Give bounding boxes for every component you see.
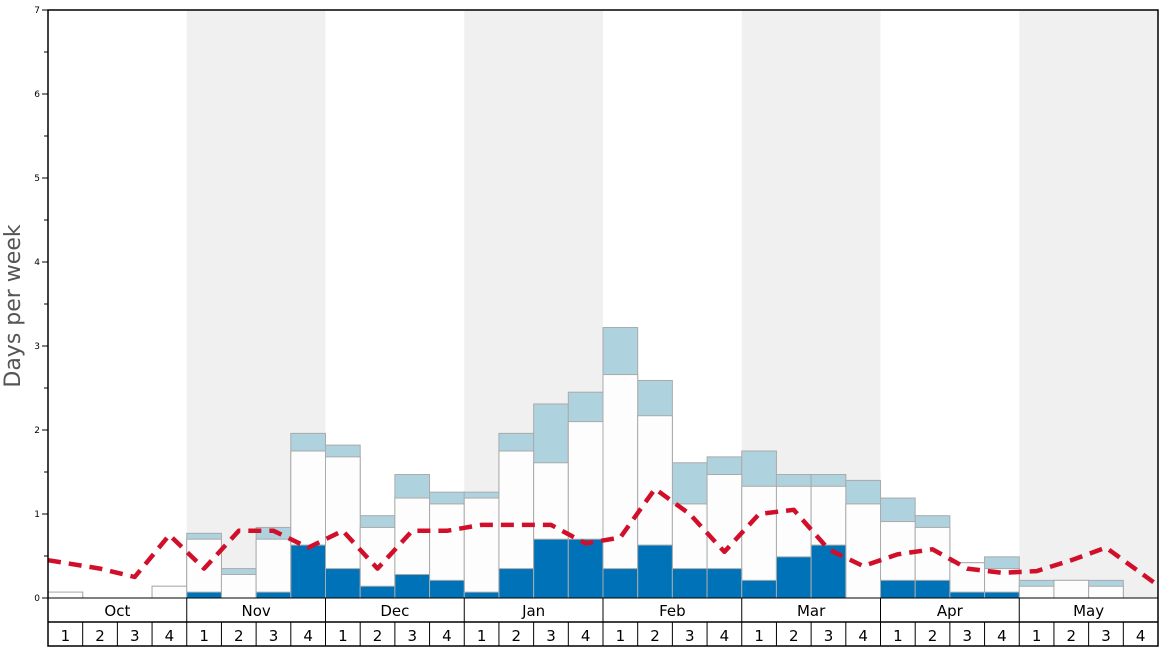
week-label: 2 bbox=[650, 627, 660, 645]
x-axis: Oct 1 2 3 4 Nov 1 2 3 4 Dec 1 2 3 4 Jan 1 2 3 4 Feb 1 2 3 4 Mar 1 2… bbox=[61, 602, 1146, 645]
week-label: 3 bbox=[824, 627, 834, 645]
month-label-nov: Nov bbox=[241, 602, 270, 620]
y-tick-label: 6 bbox=[34, 90, 40, 100]
week-label: 1 bbox=[61, 627, 71, 645]
bar-series0-8 bbox=[325, 568, 361, 599]
week-label: 3 bbox=[130, 627, 140, 645]
week-label: 2 bbox=[95, 627, 105, 645]
week-label: 3 bbox=[269, 627, 279, 645]
week-label: 4 bbox=[581, 627, 591, 645]
bar-series0-7 bbox=[290, 544, 326, 599]
week-label: 1 bbox=[754, 627, 764, 645]
bar-series0-14 bbox=[533, 538, 569, 599]
y-tick-label: 2 bbox=[34, 426, 40, 436]
month-label-oct: Oct bbox=[104, 602, 130, 620]
bar-series1-28 bbox=[1018, 585, 1055, 599]
dashed-average-line bbox=[47, 486, 1160, 588]
week-label: 4 bbox=[1136, 627, 1146, 645]
week-label: 1 bbox=[477, 627, 487, 645]
week-label: 1 bbox=[1032, 627, 1042, 645]
bar-series1-16 bbox=[602, 374, 639, 599]
bar-series0-4 bbox=[186, 591, 222, 599]
bar-series1-29 bbox=[1053, 579, 1090, 599]
month-label-jan: Jan bbox=[521, 602, 545, 620]
week-label: 2 bbox=[234, 627, 244, 645]
week-label: 4 bbox=[858, 627, 868, 645]
week-label: 2 bbox=[512, 627, 522, 645]
week-label: 2 bbox=[789, 627, 799, 645]
bar-series0-26 bbox=[949, 591, 986, 599]
week-label: 4 bbox=[997, 627, 1007, 645]
bar-series1-3 bbox=[151, 585, 188, 599]
bar-series0-21 bbox=[775, 556, 812, 599]
bar-series0-27 bbox=[984, 591, 1020, 599]
bar-series0-13 bbox=[498, 568, 535, 599]
week-label: 4 bbox=[720, 627, 730, 645]
month-shade-may bbox=[1019, 10, 1158, 598]
bar-series0-11 bbox=[429, 579, 465, 599]
y-tick-label: 1 bbox=[34, 510, 40, 520]
bar-series1-12 bbox=[463, 497, 500, 599]
bar-series1-0 bbox=[47, 591, 84, 599]
week-label: 3 bbox=[407, 627, 417, 645]
bar-series1-6 bbox=[255, 538, 292, 599]
plot-frame bbox=[47, 9, 1159, 647]
y-axis-label: Days per week bbox=[1, 224, 26, 387]
bar-series0-16 bbox=[602, 568, 639, 599]
bar-series0-12 bbox=[463, 591, 500, 599]
month-label-may: May bbox=[1073, 602, 1104, 620]
month-label-feb: Feb bbox=[659, 602, 686, 620]
week-label: 1 bbox=[616, 627, 626, 645]
bar-series0-25 bbox=[914, 579, 951, 599]
bar-series1-23 bbox=[845, 503, 881, 599]
week-label: 4 bbox=[303, 627, 313, 645]
average-line bbox=[47, 486, 1160, 588]
bar-series1-20 bbox=[741, 485, 777, 599]
bar-series0-9 bbox=[359, 585, 396, 599]
week-label: 2 bbox=[373, 627, 383, 645]
month-label-dec: Dec bbox=[380, 602, 409, 620]
bar-series0-6 bbox=[255, 591, 292, 599]
bar-series0-18 bbox=[671, 568, 708, 599]
y-tick-label: 7 bbox=[34, 6, 40, 16]
week-label: 2 bbox=[928, 627, 938, 645]
y-tick-label: 3 bbox=[34, 342, 40, 352]
y-axis: 0 1 2 3 4 5 6 7 bbox=[34, 6, 48, 604]
week-label: 3 bbox=[685, 627, 695, 645]
alternating-month-shading bbox=[186, 10, 1158, 598]
week-label: 3 bbox=[962, 627, 972, 645]
month-label-apr: Apr bbox=[937, 602, 964, 620]
week-label: 1 bbox=[338, 627, 348, 645]
bar-series0-17 bbox=[637, 544, 673, 599]
week-label: 1 bbox=[893, 627, 903, 645]
bar-series1-30 bbox=[1088, 585, 1124, 599]
y-tick-label: 0 bbox=[34, 594, 40, 604]
bar-series0-10 bbox=[394, 573, 431, 599]
week-label: 2 bbox=[1067, 627, 1077, 645]
week-label: 4 bbox=[165, 627, 175, 645]
week-label: 4 bbox=[442, 627, 452, 645]
week-label: 3 bbox=[546, 627, 556, 645]
bar-series0-24 bbox=[880, 579, 916, 599]
month-label-mar: Mar bbox=[797, 602, 826, 620]
bar-series0-20 bbox=[741, 579, 777, 599]
bar-series0-19 bbox=[706, 568, 743, 599]
bar-series0-15 bbox=[567, 538, 604, 599]
y-tick-label: 4 bbox=[34, 258, 40, 268]
week-label: 3 bbox=[1101, 627, 1111, 645]
y-tick-label: 5 bbox=[34, 174, 40, 184]
week-label: 1 bbox=[199, 627, 209, 645]
bar-series1-5 bbox=[220, 573, 257, 599]
